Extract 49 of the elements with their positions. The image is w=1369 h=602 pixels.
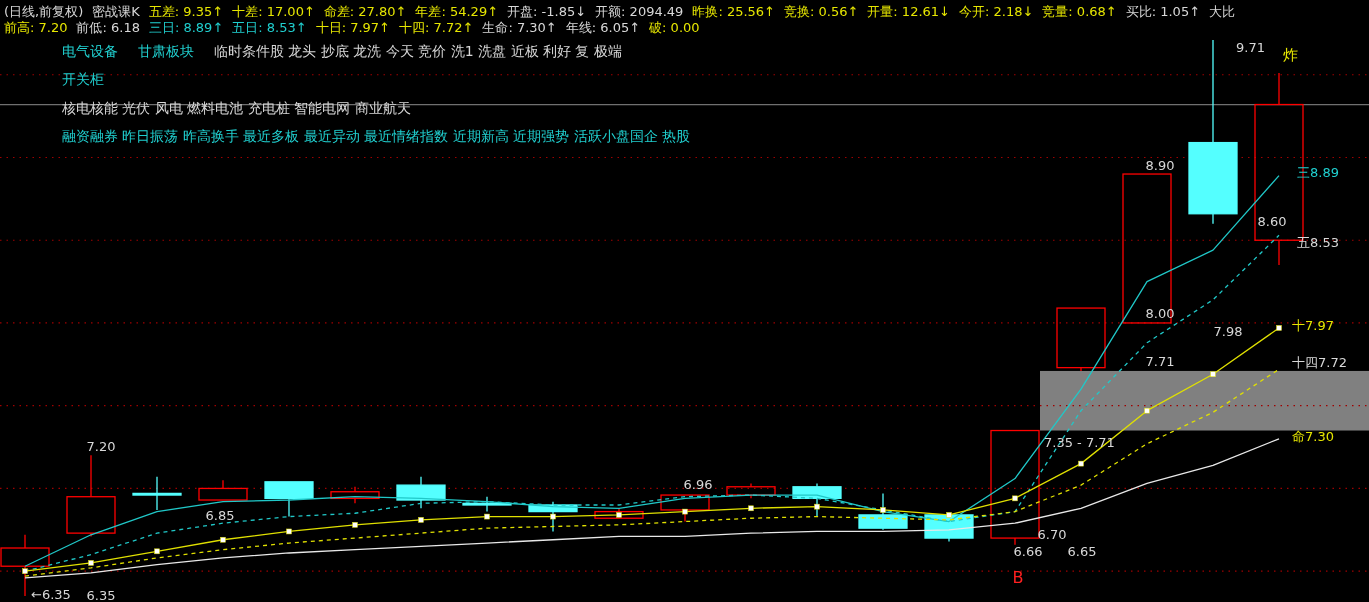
annotation: 6.65 [1067,544,1097,559]
annotation: 核电核能 光伏 风电 燃料电池 充电桩 智能电网 商业航天 [61,100,411,116]
annotation: 炸 [1282,46,1298,64]
point [154,548,160,555]
annotation: B [1012,568,1024,587]
annotation: ←6.35 [31,587,71,602]
annotation: 五8.53 [1297,235,1339,250]
candlestick [330,486,380,504]
annotation: 9.71 [1236,40,1265,55]
annotation: 7.20 [86,439,116,454]
annotation: 融资融券 昨日振荡 昨高换手 最近多板 最近异动 最近情绪指数 近期新高 近期强势 活跃小盘国企 热股 [62,128,691,144]
annotation: 甘肃板块 [138,43,194,59]
annotation: 临时条件股 龙头 抄底 龙洗 今天 竞价 洗1 洗盘 近板 利好 复 极端 [214,43,622,59]
candlestick [396,476,446,509]
point [22,568,28,574]
point [352,522,358,528]
annotation: 十四7.72 [1292,355,1347,370]
annotation: 电气设备 [62,43,118,59]
header: (日线,前复权) 密战课K 五差: 9.35↑ 十差: 17.00↑ 命差: 27.80↑ 年差: 54.29↑ 开盘: -1.85↓ 开额: 2094.49 昨换: 25.56↑ 竞换: 0.56↑ 开量: 12.61↓ 今开: 2.18↓ 竞量: 0.68↑ 买比: 1.05↑ 大比 前高: 7.20 前低: 6.18 三日: 8.89↑ 五日: 8.53↑ 十日: 7.97↑ 十四: 7.72↑ 生命: 7.30↑ 年线: 6.05↑ 破: 0.00 [4,4,1236,35]
point [1078,460,1084,467]
point [550,513,556,520]
point [220,536,226,543]
annotation: 十7.97 [1292,318,1334,333]
annotation: 6.35 [86,588,116,602]
candlestick [462,496,512,513]
annotation: 命7.30 [1292,429,1334,444]
annotation: 6.85 [205,508,235,523]
annotation: 6.66 [1013,544,1043,559]
candlestick [858,492,908,531]
point [880,507,886,513]
point [1144,407,1150,414]
annotation: 7.71 [1145,354,1175,369]
annotation: 6.96 [683,477,713,492]
point [88,560,94,566]
point [1012,495,1018,502]
candlestick [1188,39,1238,225]
point [682,508,688,515]
point [748,505,754,512]
candlestick [132,476,182,511]
annotation: 8.90 [1145,158,1175,173]
annotation: 8.60 [1257,214,1287,229]
point [814,503,820,510]
point [484,513,490,520]
point [1210,371,1216,378]
point [1276,325,1282,331]
point [286,528,292,535]
point [418,517,424,523]
annotation: 开关柜 [62,71,104,87]
annotation: 7.98 [1213,324,1243,339]
